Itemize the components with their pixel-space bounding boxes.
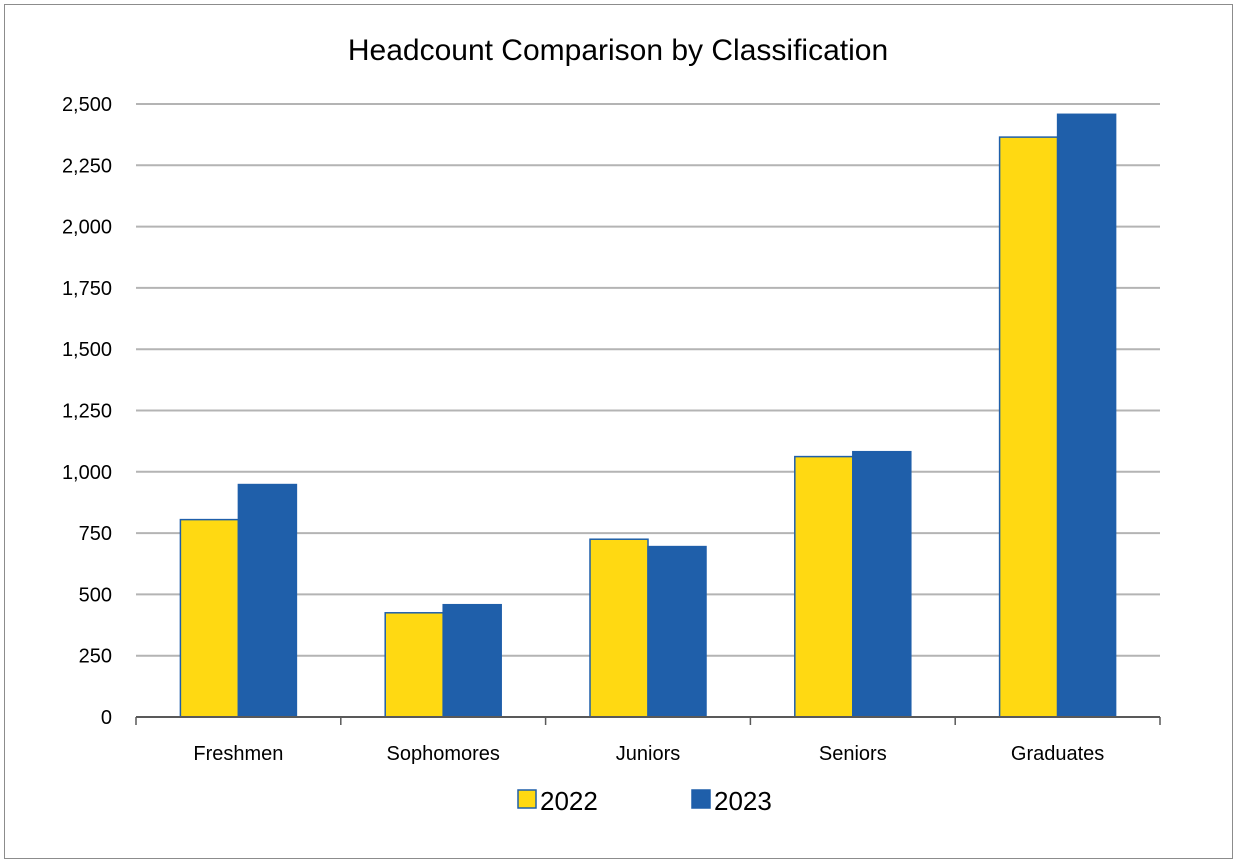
bar-2022-freshmen: [179, 518, 240, 718]
legend-label-2022: 2022: [540, 786, 598, 816]
y-tick-label: 1,750: [62, 278, 112, 300]
y-tick-label: 0: [101, 707, 112, 729]
y-tick-label: 2,000: [62, 217, 112, 239]
bar-2022-juniors: [589, 538, 649, 718]
y-tick-label: 1,250: [62, 401, 112, 423]
y-tick-label: 2,500: [62, 94, 112, 116]
x-tick-label: Freshmen: [193, 743, 283, 765]
legend-label-2023: 2023: [714, 786, 772, 816]
bar-2023-sophomores: [442, 603, 502, 718]
y-tick-label: 1,000: [62, 462, 112, 484]
gridlines: [136, 103, 1160, 657]
bar-2023-freshmen: [237, 483, 298, 718]
bar-2023-seniors: [852, 450, 912, 718]
x-tick-label: Juniors: [616, 743, 680, 765]
x-tick-label: Seniors: [819, 743, 887, 765]
x-tick-label: Sophomores: [386, 743, 499, 765]
legend-swatch-2023: [691, 789, 711, 809]
x-axis: [135, 716, 1161, 725]
y-tick-label: 250: [79, 646, 112, 668]
bar-2023-juniors: [647, 545, 707, 718]
y-tick-label: 2,250: [62, 155, 112, 177]
y-tick-label: 500: [79, 584, 112, 606]
legend: 2022 2023: [517, 786, 772, 816]
bar-2022-graduates: [998, 136, 1059, 718]
x-axis-ticks: Freshmen Sophomores Juniors Seniors Graduate…: [193, 743, 1104, 765]
bar-2023-graduates: [1056, 113, 1117, 718]
legend-swatch-2022: [517, 789, 537, 809]
bar-2022-seniors: [794, 455, 854, 718]
y-tick-label: 1,500: [62, 339, 112, 361]
bars: [179, 113, 1117, 718]
y-axis-ticks: 0 250 500 750 1,000 1,250 1,500 1,750 2,000 2,250…: [62, 94, 112, 729]
x-tick-label: Graduates: [1011, 743, 1104, 765]
bar-2022-sophomores: [384, 612, 444, 718]
y-tick-label: 750: [79, 523, 112, 545]
chart-title: Headcount Comparison by Classification: [348, 34, 888, 67]
